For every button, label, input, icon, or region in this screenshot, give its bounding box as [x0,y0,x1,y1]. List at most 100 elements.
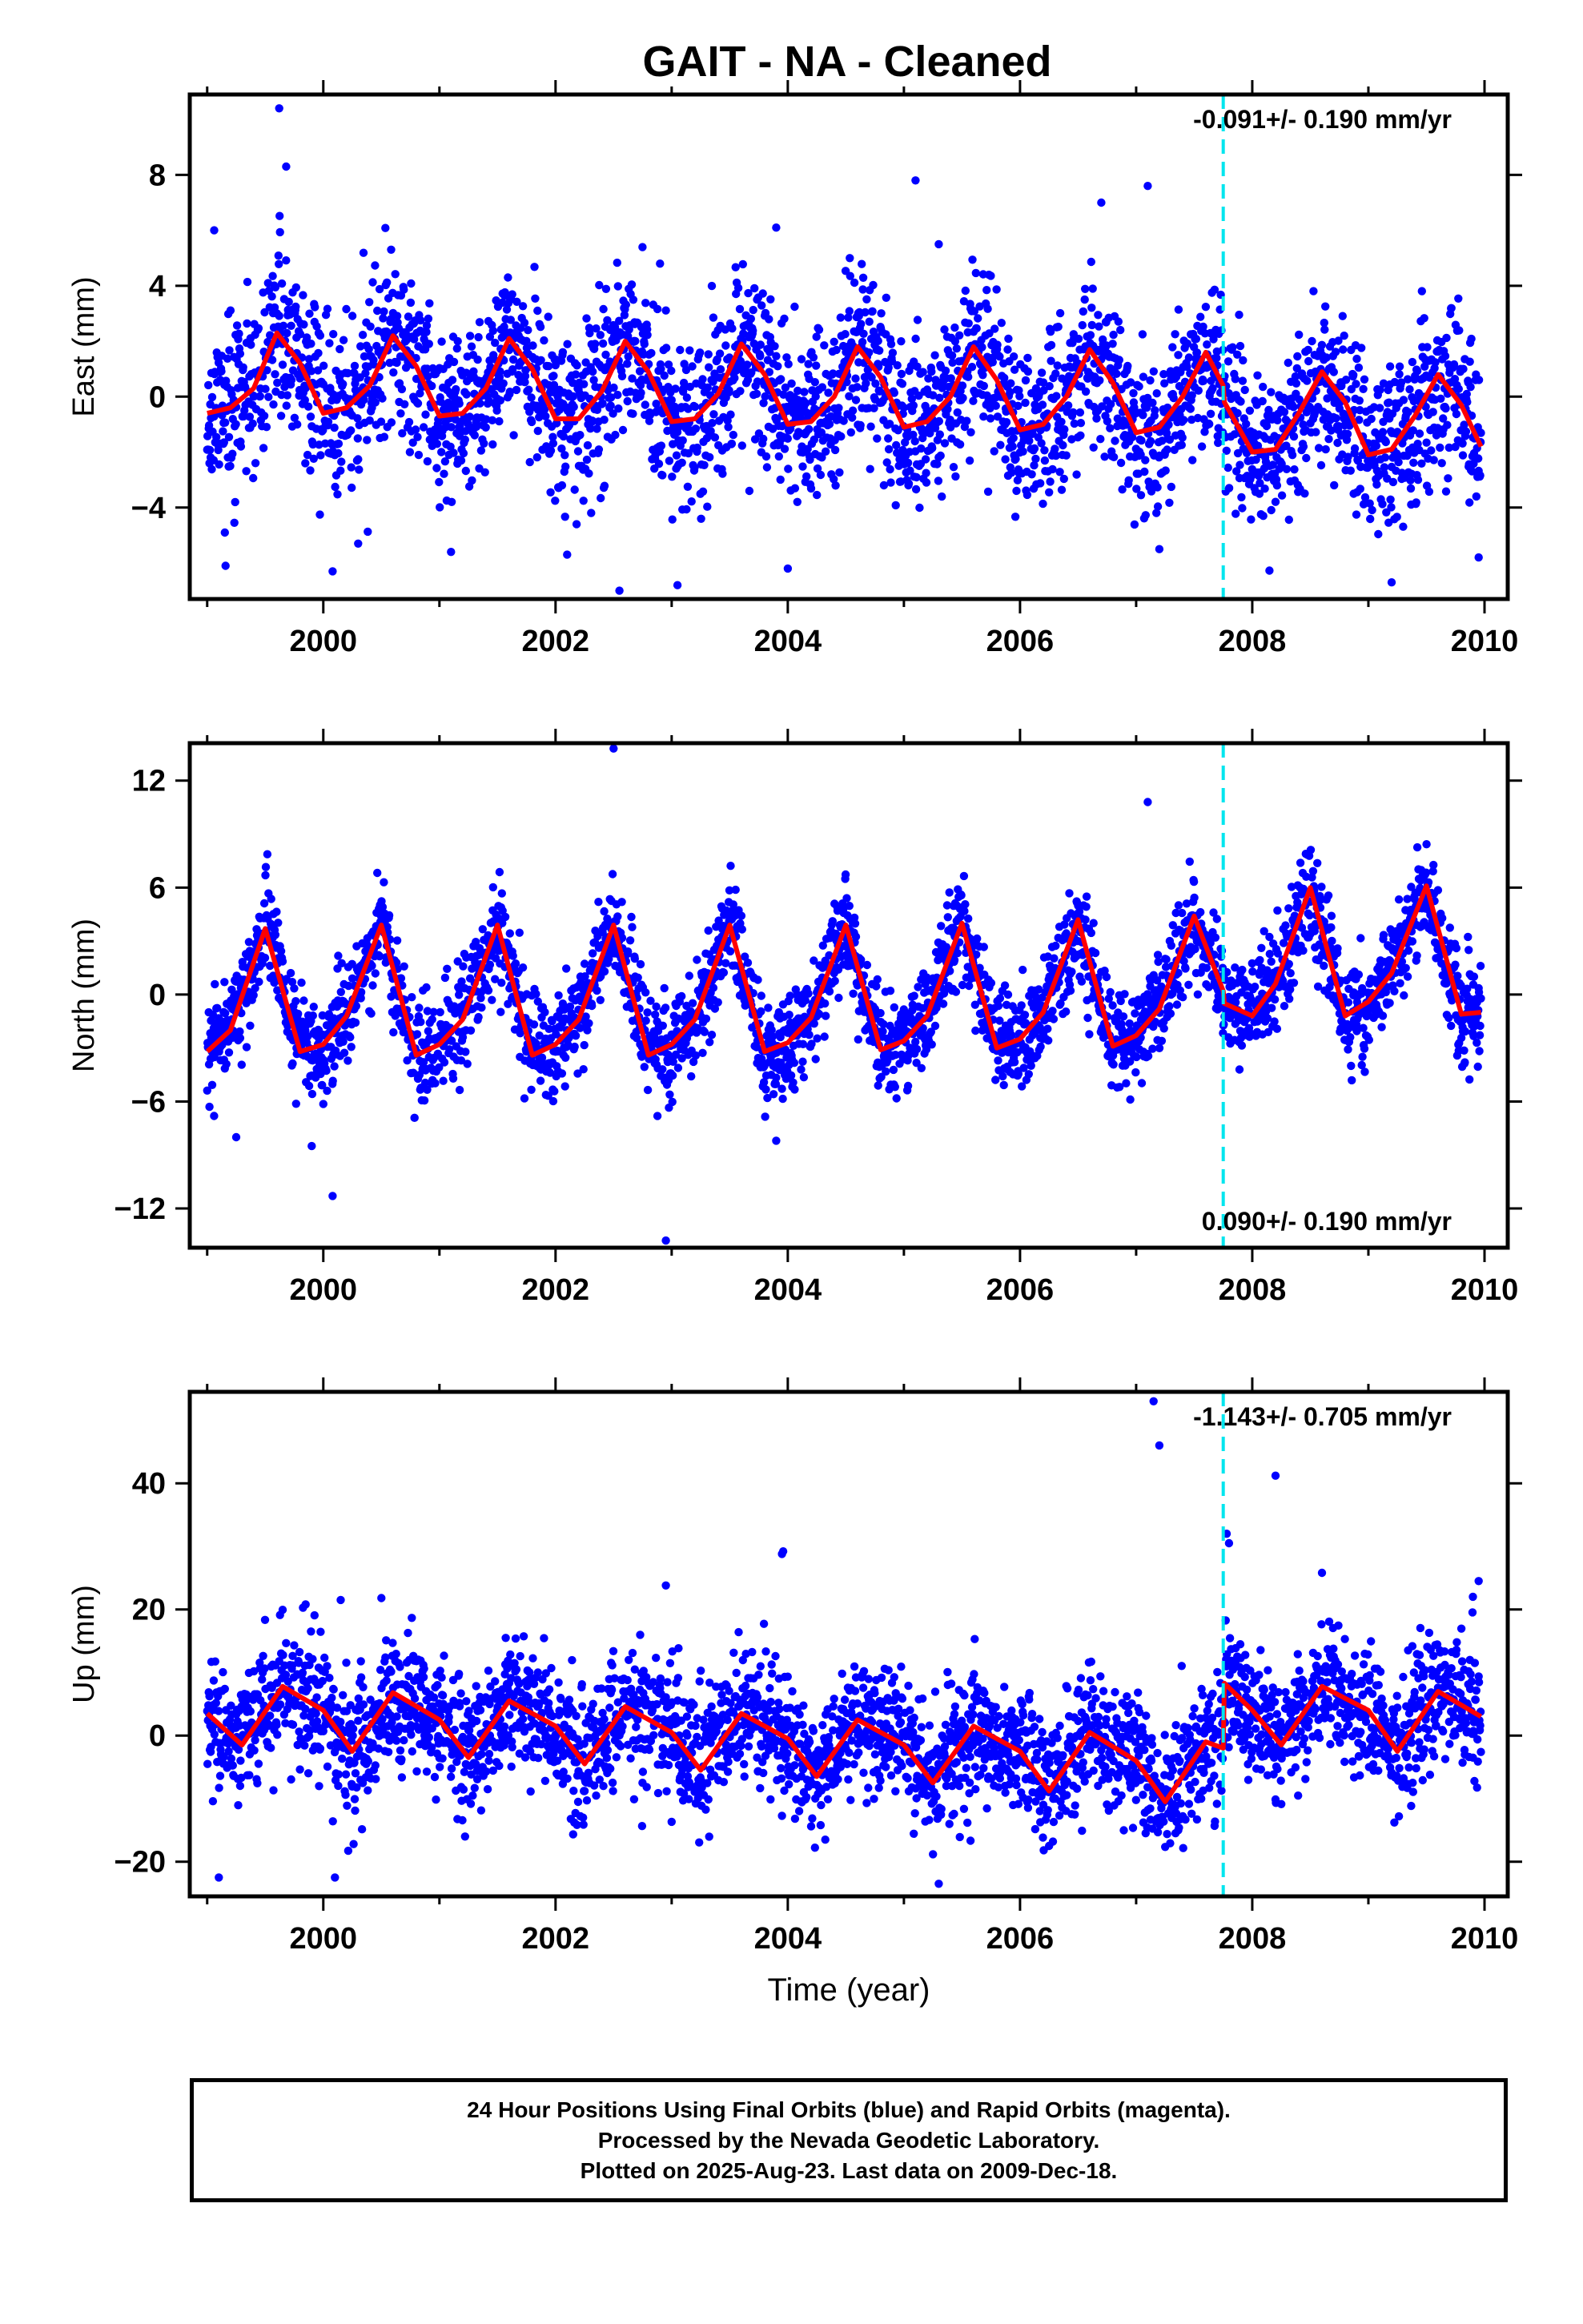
data-point [759,399,768,408]
data-point [368,278,377,287]
data-point [922,478,931,487]
data-point [1405,385,1414,394]
data-point [783,434,792,443]
data-point [668,1097,677,1107]
data-point [504,273,512,282]
data-point [1444,474,1452,483]
data-point [922,468,930,477]
data-point [363,436,372,444]
data-point [1057,417,1066,426]
outlier-point [656,259,665,268]
data-point [400,285,408,294]
data-point [560,451,569,460]
data-point [291,302,300,312]
data-point [1282,441,1291,450]
data-point [533,997,542,1006]
data-point [1003,345,1012,354]
data-point [653,304,662,314]
data-point [653,1112,662,1120]
data-point [581,1012,590,1021]
data-point [516,1029,524,1038]
data-point [1014,401,1023,410]
data-point [255,977,263,987]
data-point [930,351,939,360]
data-point [283,391,291,400]
data-point [465,412,474,421]
data-point [260,308,269,317]
data-point [846,271,855,280]
data-point [389,368,398,377]
data-point [1153,483,1162,492]
data-point [771,1080,781,1088]
x-tick-label: 2002 [522,625,590,658]
data-point [1344,452,1352,461]
data-point [1366,514,1375,524]
data-point [1192,348,1202,357]
data-point [629,409,637,418]
data-point [1458,439,1467,448]
data-point [848,413,857,422]
data-point [633,973,642,983]
data-point [993,340,1002,349]
data-point [560,513,569,521]
data-point [726,862,735,870]
data-point [592,324,601,333]
data-point [290,413,299,422]
data-point [419,1058,428,1067]
x-tick-label: 2004 [754,625,822,658]
data-point [360,396,368,404]
data-point [550,1087,559,1096]
data-point [1292,364,1302,373]
data-point [531,294,540,303]
data-point [1143,403,1151,412]
data-point [697,514,705,523]
data-point [571,1031,581,1040]
data-point [358,331,368,340]
data-point [888,348,898,357]
data-point [1357,344,1366,352]
data-point [509,431,518,440]
data-point [882,293,891,302]
data-point [600,967,609,976]
data-point [468,476,476,485]
data-point [772,1073,781,1082]
data-point [927,367,936,376]
data-point [1395,370,1404,379]
data-point [536,323,545,332]
data-point [1135,382,1143,391]
data-point [904,479,914,489]
data-point [1352,354,1361,364]
data-point [1078,320,1087,330]
data-point [637,388,645,397]
data-point [1259,382,1268,392]
data-point [1076,431,1085,440]
data-point [1260,485,1269,493]
data-point [1183,339,1192,348]
data-point [1334,336,1343,345]
data-point [802,472,811,481]
data-point [242,467,251,476]
data-point [1245,406,1255,415]
data-point [267,292,276,301]
data-point [1205,420,1214,428]
data-point [375,952,384,961]
data-point [548,439,558,448]
data-point [825,987,834,996]
data-point [1317,340,1327,349]
data-point [638,243,647,251]
data-point [721,959,730,967]
data-point [971,268,981,278]
data-point [600,481,609,490]
data-point [295,330,305,339]
data-point [299,996,308,1005]
data-point [822,447,830,456]
data-point [299,320,308,329]
data-point [1314,444,1324,452]
data-point [562,964,571,973]
data-point [353,414,362,423]
data-point [219,427,227,436]
data-point [1208,384,1217,393]
data-point [384,911,394,920]
data-point [470,431,479,440]
data-point [496,1007,505,1016]
